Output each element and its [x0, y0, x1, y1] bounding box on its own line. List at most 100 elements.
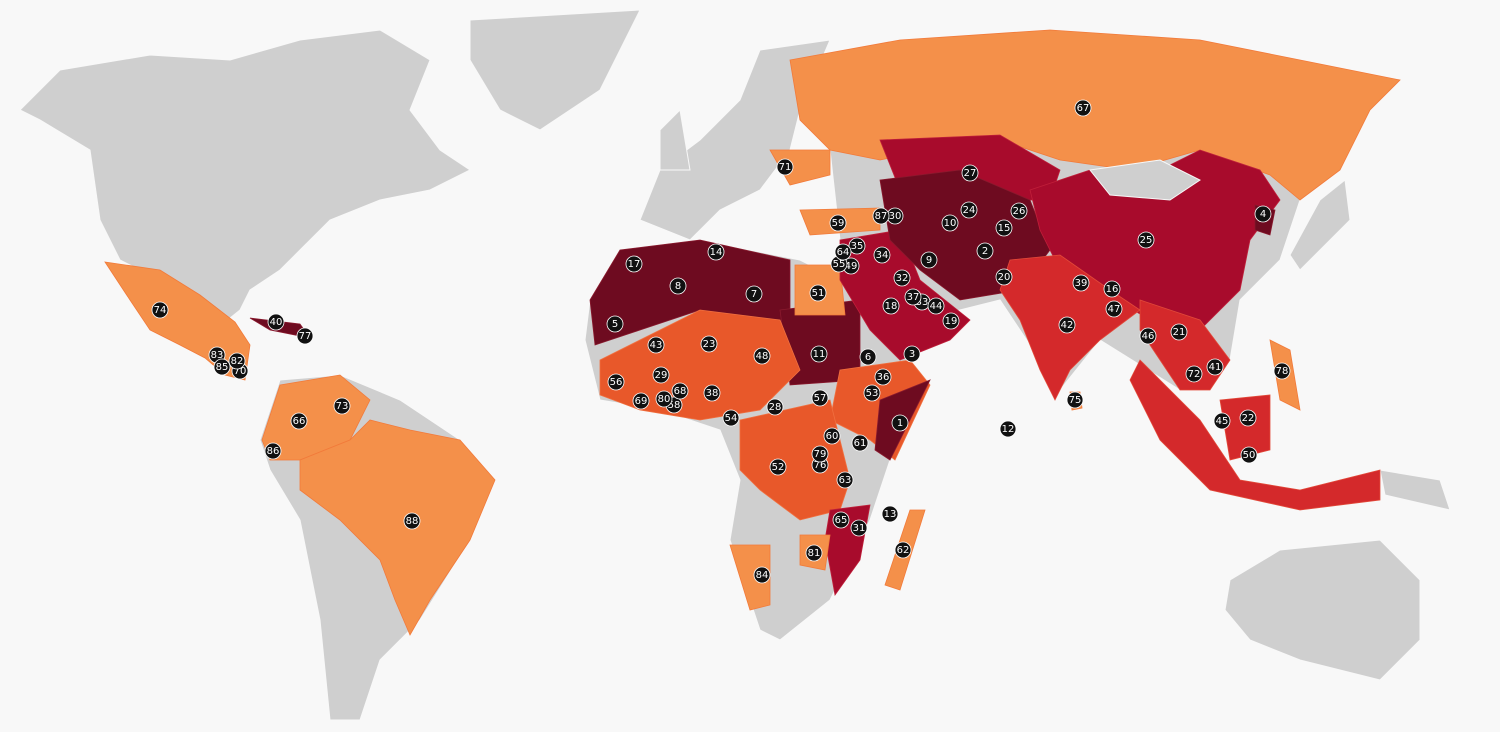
marker-dot [769, 458, 787, 476]
marker-label: 66 [293, 416, 306, 427]
marker-label: 12 [1002, 424, 1015, 435]
marker-dot [1254, 205, 1272, 223]
rank-marker: 11 [810, 345, 828, 363]
rank-marker: 44 [927, 297, 945, 315]
marker-dot [823, 427, 841, 445]
marker-dot [228, 352, 246, 370]
rank-marker: 48 [753, 347, 771, 365]
region-indonesia [1129, 359, 1381, 511]
marker-label: 76 [814, 460, 827, 471]
marker-label: 79 [814, 449, 827, 460]
marker-label: 64 [837, 247, 850, 258]
marker-label: 26 [1013, 206, 1026, 217]
rank-marker: 17 [625, 255, 643, 273]
marker-dot [851, 434, 869, 452]
marker-label: 29 [655, 370, 668, 381]
rank-marker: 64 [834, 243, 852, 261]
marker-label: 16 [1106, 284, 1119, 295]
rank-marker: 62 [894, 541, 912, 559]
marker-dot [1105, 300, 1123, 318]
marker-dot [1213, 412, 1231, 430]
rank-marker: 2 [976, 242, 994, 260]
rank-marker: 74 [151, 301, 169, 319]
rank-marker: 79 [811, 445, 829, 463]
marker-dot [1273, 362, 1291, 380]
marker-dot [809, 284, 827, 302]
marker-dot [811, 389, 829, 407]
rank-marker: 73 [333, 397, 351, 415]
marker-dot [850, 519, 868, 537]
rank-marker: 10 [941, 214, 959, 232]
marker-dot [1206, 358, 1224, 376]
marker-dot [264, 442, 282, 460]
marker-dot [811, 445, 829, 463]
region-borneo [1219, 394, 1271, 461]
marker-dot [893, 269, 911, 287]
marker-dot [927, 297, 945, 315]
mongolia [1089, 159, 1201, 201]
region-russia [789, 29, 1401, 201]
rank-marker: 52 [769, 458, 787, 476]
region-brazil [299, 419, 496, 636]
marker-label: 34 [876, 250, 889, 261]
marker-label: 39 [1075, 278, 1088, 289]
marker-dot [1066, 391, 1084, 409]
rank-marker: 36 [874, 368, 892, 386]
marker-label: 24 [963, 205, 976, 216]
marker-dot [669, 277, 687, 295]
marker-label: 45 [1216, 416, 1229, 427]
rank-marker: 41 [1206, 358, 1224, 376]
marker-label: 27 [964, 168, 977, 179]
rank-marker: 38 [703, 384, 721, 402]
marker-label: 3 [909, 349, 915, 360]
marker-label: 8 [675, 281, 681, 292]
rank-marker: 14 [707, 243, 725, 261]
rank-marker: 9 [920, 251, 938, 269]
rank-marker: 77 [296, 327, 314, 345]
marker-label: 23 [703, 339, 716, 350]
marker-label: 40 [270, 317, 283, 328]
rank-marker: 61 [851, 434, 869, 452]
rank-marker: 80 [655, 390, 673, 408]
rank-marker: 24 [960, 201, 978, 219]
marker-label: 32 [896, 273, 909, 284]
marker-label: 37 [907, 292, 920, 303]
marker-dot [894, 541, 912, 559]
marker-label: 7 [751, 289, 757, 300]
marker-label: 2 [982, 246, 988, 257]
rank-marker: 19 [942, 312, 960, 330]
rank-marker: 51 [809, 284, 827, 302]
marker-dot [874, 368, 892, 386]
marker-label: 42 [1061, 320, 1074, 331]
marker-dot [652, 366, 670, 384]
uk [659, 108, 691, 171]
marker-dot [1072, 274, 1090, 292]
marker-dot [882, 297, 900, 315]
marker-dot [904, 288, 922, 306]
marker-label: 84 [756, 570, 769, 581]
rank-marker: 23 [700, 335, 718, 353]
marker-dot [403, 512, 421, 530]
marker-label: 87 [875, 211, 888, 222]
rank-marker: 57 [811, 389, 829, 407]
rank-marker: 22 [1239, 409, 1257, 427]
rank-marker: 82 [228, 352, 246, 370]
marker-dot [805, 544, 823, 562]
marker-label: 38 [706, 388, 719, 399]
rank-marker: 47 [1105, 300, 1123, 318]
marker-label: 5 [612, 319, 618, 330]
marker-dot [745, 285, 763, 303]
rank-marker: 68 [671, 382, 689, 400]
rank-marker: 69 [632, 392, 650, 410]
marker-dot [810, 345, 828, 363]
marker-label: 53 [866, 388, 879, 399]
marker-label: 62 [897, 545, 910, 556]
rank-marker: 28 [766, 398, 784, 416]
marker-label: 86 [267, 446, 280, 457]
rank-marker: 71 [776, 158, 794, 176]
rank-marker: 60 [823, 427, 841, 445]
rank-marker: 12 [999, 420, 1017, 438]
marker-label: 19 [945, 316, 958, 327]
rank-marker: 81 [805, 544, 823, 562]
marker-label: 70 [234, 366, 247, 377]
